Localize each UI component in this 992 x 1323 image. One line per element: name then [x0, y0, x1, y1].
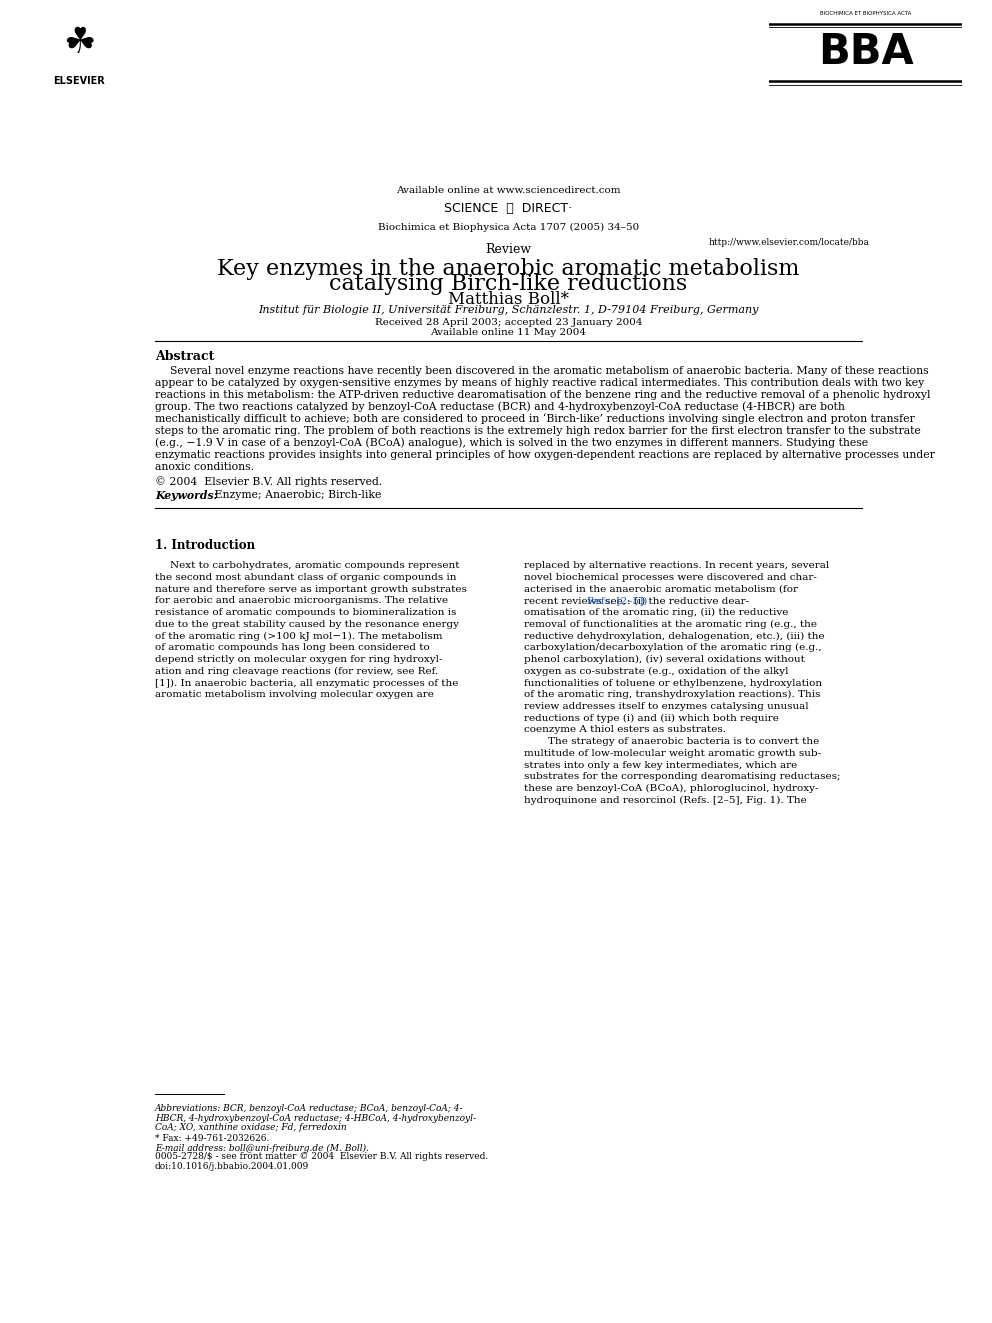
Text: functionalities of toluene or ethylbenzene, hydroxylation: functionalities of toluene or ethylbenze… — [524, 679, 822, 688]
Text: resistance of aromatic compounds to biomineralization is: resistance of aromatic compounds to biom… — [155, 609, 456, 618]
Text: * Fax: +49-761-2032626.: * Fax: +49-761-2032626. — [155, 1134, 269, 1143]
Text: : (i) the reductive dear-: : (i) the reductive dear- — [627, 597, 749, 606]
Text: these are benzoyl-CoA (BCoA), phloroglucinol, hydroxy-: these are benzoyl-CoA (BCoA), phlorogluc… — [524, 785, 818, 792]
Text: multitude of low-molecular weight aromatic growth sub-: multitude of low-molecular weight aromat… — [524, 749, 821, 758]
Text: HBCR, 4-hydroxybenzoyl-CoA reductase; 4-HBCoA, 4-hydroxybenzoyl-: HBCR, 4-hydroxybenzoyl-CoA reductase; 4-… — [155, 1114, 476, 1123]
Text: Key enzymes in the anaerobic aromatic metabolism: Key enzymes in the anaerobic aromatic me… — [217, 258, 800, 279]
Text: reductions of type (i) and (ii) which both require: reductions of type (i) and (ii) which bo… — [524, 713, 779, 722]
Text: Next to carbohydrates, aromatic compounds represent: Next to carbohydrates, aromatic compound… — [171, 561, 459, 570]
Text: recent reviews see,: recent reviews see, — [524, 597, 629, 606]
Text: ation and ring cleavage reactions (for review, see Ref.: ation and ring cleavage reactions (for r… — [155, 667, 438, 676]
Text: Keywords:: Keywords: — [155, 490, 217, 501]
Text: hydroquinone and resorcinol (Refs. [2–5], Fig. 1). The: hydroquinone and resorcinol (Refs. [2–5]… — [524, 795, 806, 804]
Text: steps to the aromatic ring. The problem of both reactions is the extremely high : steps to the aromatic ring. The problem … — [155, 426, 921, 435]
Text: replaced by alternative reactions. In recent years, several: replaced by alternative reactions. In re… — [524, 561, 829, 570]
Text: phenol carboxylation), (iv) several oxidations without: phenol carboxylation), (iv) several oxid… — [524, 655, 805, 664]
Text: substrates for the corresponding dearomatising reductases;: substrates for the corresponding dearoma… — [524, 773, 840, 781]
Text: omatisation of the aromatic ring, (ii) the reductive: omatisation of the aromatic ring, (ii) t… — [524, 609, 789, 618]
Text: carboxylation/decarboxylation of the aromatic ring (e.g.,: carboxylation/decarboxylation of the aro… — [524, 643, 821, 652]
Text: mechanistically difficult to achieve; both are considered to proceed in ‘Birch-l: mechanistically difficult to achieve; bo… — [155, 414, 915, 425]
Text: E-mail address: boll@uni-freiburg.de (M. Boll).: E-mail address: boll@uni-freiburg.de (M.… — [155, 1144, 369, 1154]
Text: of the aromatic ring, transhydroxylation reactions). This: of the aromatic ring, transhydroxylation… — [524, 691, 820, 700]
Text: BIOCHIMICA ET BIOPHYSICA ACTA: BIOCHIMICA ET BIOPHYSICA ACTA — [819, 11, 912, 16]
Text: © 2004  Elsevier B.V. All rights reserved.: © 2004 Elsevier B.V. All rights reserved… — [155, 476, 382, 487]
Text: (e.g., −1.9 V in case of a benzoyl-CoA (BCoA) analogue), which is solved in the : (e.g., −1.9 V in case of a benzoyl-CoA (… — [155, 438, 868, 448]
Text: http://www.elsevier.com/locate/bba: http://www.elsevier.com/locate/bba — [708, 238, 869, 247]
Text: strates into only a few key intermediates, which are: strates into only a few key intermediate… — [524, 761, 797, 770]
Text: 0005-2728/$ - see front matter © 2004  Elsevier B.V. All rights reserved.: 0005-2728/$ - see front matter © 2004 El… — [155, 1152, 488, 1162]
Text: Abstract: Abstract — [155, 351, 214, 364]
Text: of aromatic compounds has long been considered to: of aromatic compounds has long been cons… — [155, 643, 430, 652]
Text: for aerobic and anaerobic microorganisms. The relative: for aerobic and anaerobic microorganisms… — [155, 597, 447, 606]
Text: novel biochemical processes were discovered and char-: novel biochemical processes were discove… — [524, 573, 816, 582]
Text: group. The two reactions catalyzed by benzoyl-CoA reductase (BCR) and 4-hydroxyb: group. The two reactions catalyzed by be… — [155, 402, 844, 413]
Text: [1]). In anaerobic bacteria, all enzymatic processes of the: [1]). In anaerobic bacteria, all enzymat… — [155, 679, 458, 688]
Text: Matthias Boll*: Matthias Boll* — [448, 291, 568, 308]
Text: catalysing Birch-like reductions: catalysing Birch-like reductions — [329, 273, 687, 295]
Text: doi:10.1016/j.bbabio.2004.01.009: doi:10.1016/j.bbabio.2004.01.009 — [155, 1162, 309, 1171]
Text: 1. Introduction: 1. Introduction — [155, 538, 255, 552]
Text: ELSEVIER: ELSEVIER — [54, 77, 105, 86]
Text: review addresses itself to enzymes catalysing unusual: review addresses itself to enzymes catal… — [524, 703, 808, 710]
Text: ☘: ☘ — [63, 26, 95, 61]
Text: aromatic metabolism involving molecular oxygen are: aromatic metabolism involving molecular … — [155, 691, 434, 700]
Text: BBA: BBA — [817, 32, 914, 74]
Text: oxygen as co-substrate (e.g., oxidation of the alkyl: oxygen as co-substrate (e.g., oxidation … — [524, 667, 789, 676]
Text: Institut für Biologie II, Universität Freiburg, Schänzlestr. 1, D-79104 Freiburg: Institut für Biologie II, Universität Fr… — [258, 306, 759, 315]
Text: anoxic conditions.: anoxic conditions. — [155, 462, 254, 472]
Text: appear to be catalyzed by oxygen-sensitive enzymes by means of highly reactive r: appear to be catalyzed by oxygen-sensiti… — [155, 377, 924, 388]
Text: of the aromatic ring (>100 kJ mol−1). The metabolism: of the aromatic ring (>100 kJ mol−1). Th… — [155, 631, 442, 640]
Text: Enzyme; Anaerobic; Birch-like: Enzyme; Anaerobic; Birch-like — [211, 490, 381, 500]
Text: Available online at www.sciencedirect.com: Available online at www.sciencedirect.co… — [396, 187, 621, 196]
Text: the second most abundant class of organic compounds in: the second most abundant class of organi… — [155, 573, 456, 582]
Text: acterised in the anaerobic aromatic metabolism (for: acterised in the anaerobic aromatic meta… — [524, 585, 798, 594]
Text: reactions in this metabolism: the ATP-driven reductive dearomatisation of the be: reactions in this metabolism: the ATP-dr… — [155, 389, 930, 400]
Text: enzymatic reactions provides insights into general principles of how oxygen-depe: enzymatic reactions provides insights in… — [155, 450, 934, 459]
Text: CoA; XO, xanthine oxidase; Fd, ferredoxin: CoA; XO, xanthine oxidase; Fd, ferredoxi… — [155, 1123, 346, 1132]
Text: SCIENCE  ⓓ  DIRECT·: SCIENCE ⓓ DIRECT· — [444, 201, 572, 214]
Text: reductive dehydroxylation, dehalogenation, etc.), (iii) the: reductive dehydroxylation, dehalogenatio… — [524, 631, 824, 640]
Text: Biochimica et Biophysica Acta 1707 (2005) 34–50: Biochimica et Biophysica Acta 1707 (2005… — [378, 224, 639, 232]
Text: Received 28 April 2003; accepted 23 January 2004: Received 28 April 2003; accepted 23 Janu… — [375, 318, 642, 327]
Text: Several novel enzyme reactions have recently been discovered in the aromatic met: Several novel enzyme reactions have rece… — [171, 365, 929, 376]
Text: The strategy of anaerobic bacteria is to convert the: The strategy of anaerobic bacteria is to… — [536, 737, 819, 746]
Text: Abbreviations: BCR, benzoyl-CoA reductase; BCoA, benzoyl-CoA; 4-: Abbreviations: BCR, benzoyl-CoA reductas… — [155, 1105, 463, 1113]
Text: due to the great stability caused by the resonance energy: due to the great stability caused by the… — [155, 620, 458, 628]
Text: Review: Review — [485, 243, 532, 257]
Text: depend strictly on molecular oxygen for ring hydroxyl-: depend strictly on molecular oxygen for … — [155, 655, 442, 664]
Text: nature and therefore serve as important growth substrates: nature and therefore serve as important … — [155, 585, 466, 594]
Text: Refs. [2–5]): Refs. [2–5]) — [587, 597, 647, 606]
Text: removal of functionalities at the aromatic ring (e.g., the: removal of functionalities at the aromat… — [524, 620, 816, 628]
Text: coenzyme A thiol esters as substrates.: coenzyme A thiol esters as substrates. — [524, 725, 726, 734]
Text: Available online 11 May 2004: Available online 11 May 2004 — [431, 328, 586, 337]
